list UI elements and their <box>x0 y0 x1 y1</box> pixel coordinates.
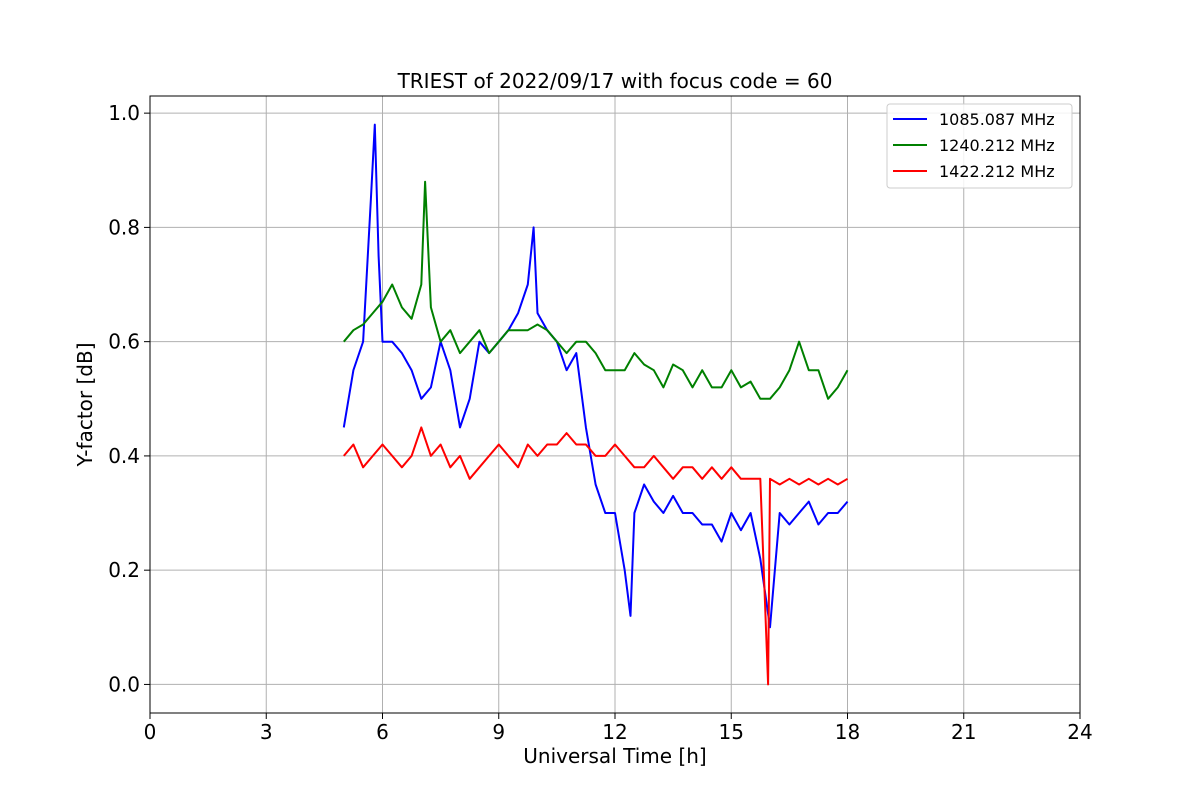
x-tick-label: 12 <box>602 720 627 744</box>
x-tick-label: 21 <box>951 720 976 744</box>
legend-label-1: 1240.212 MHz <box>939 136 1055 155</box>
y-tick-label: 0.2 <box>108 558 140 582</box>
x-tick-label: 18 <box>835 720 860 744</box>
series-line-0 <box>342 123 849 629</box>
series-line-2 <box>343 426 849 686</box>
y-tick-label: 0.8 <box>108 215 140 239</box>
series-line-1 <box>343 180 849 400</box>
x-tick-label: 24 <box>1067 720 1092 744</box>
y-tick-label: 0.6 <box>108 330 140 354</box>
y-axis-ticks: 0.0 0.2 0.4 0.6 0.8 1.0 <box>108 101 150 696</box>
series-layer <box>342 123 849 686</box>
x-tick-label: 15 <box>719 720 744 744</box>
y-axis-label: Y-factor [dB] <box>73 342 97 467</box>
x-axis-ticks: 0 3 6 9 12 15 18 21 24 <box>144 713 1093 744</box>
y-tick-label: 0.0 <box>108 672 140 696</box>
chart-title: TRIEST of 2022/09/17 with focus code = 6… <box>397 69 833 93</box>
legend-label-2: 1422.212 MHz <box>939 162 1055 181</box>
x-tick-label: 9 <box>492 720 505 744</box>
x-axis-label: Universal Time [h] <box>523 744 706 768</box>
legend: 1085.087 MHz 1240.212 MHz 1422.212 MHz <box>886 103 1073 189</box>
x-tick-label: 3 <box>260 720 273 744</box>
x-tick-label: 0 <box>144 720 157 744</box>
y-tick-label: 1.0 <box>108 101 140 125</box>
legend-box <box>886 103 1073 189</box>
legend-label-0: 1085.087 MHz <box>939 110 1055 129</box>
x-tick-label: 6 <box>376 720 389 744</box>
y-tick-label: 0.4 <box>108 444 140 468</box>
